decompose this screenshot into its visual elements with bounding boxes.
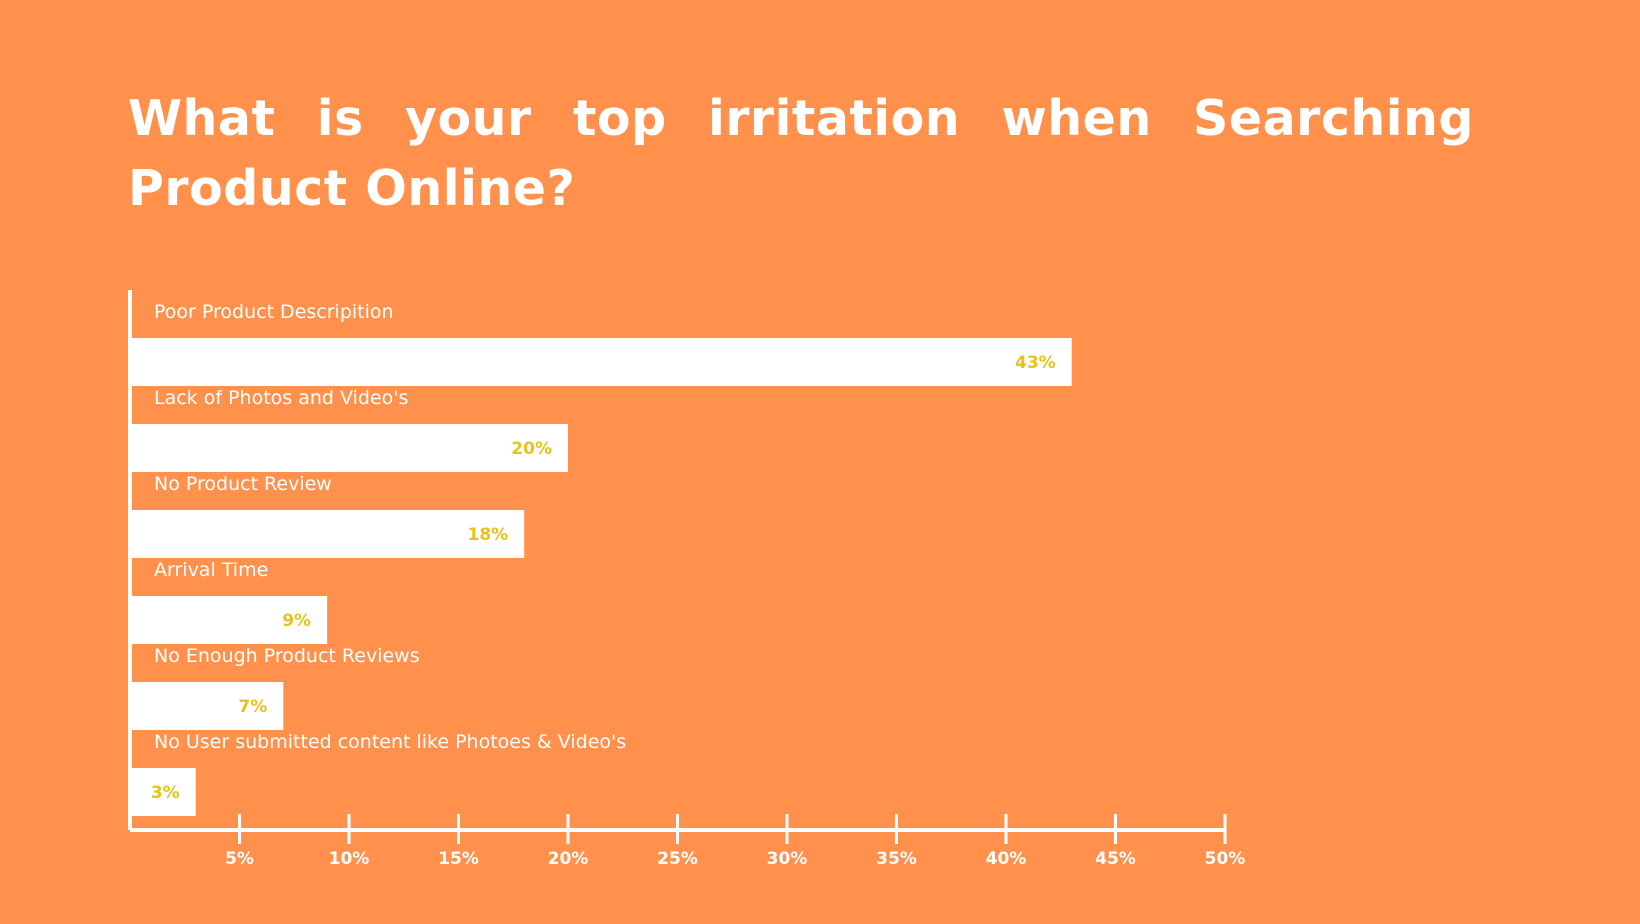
x-tick-label: 25% bbox=[657, 849, 698, 869]
x-tick-label: 35% bbox=[876, 849, 917, 869]
category-label: Lack of Photos and Video's bbox=[154, 387, 408, 409]
bar bbox=[130, 338, 1072, 386]
x-tick-label: 5% bbox=[225, 849, 254, 869]
bars-group: Poor Product Descripition 43% Lack of Phot… bbox=[130, 301, 1072, 816]
bar bbox=[130, 682, 284, 730]
value-label: 18% bbox=[467, 525, 508, 545]
category-label: No Enough Product Reviews bbox=[154, 645, 420, 667]
x-tick-label: 50% bbox=[1205, 849, 1246, 869]
value-label: 7% bbox=[238, 697, 267, 717]
x-tick-label: 20% bbox=[548, 849, 589, 869]
x-tick-label: 45% bbox=[1095, 849, 1136, 869]
bar bbox=[130, 596, 328, 644]
axes-group: 5% 10% 15% 20% 25% 30% 35% 40% 45% 50% bbox=[128, 290, 1246, 869]
value-label: 43% bbox=[1015, 353, 1056, 373]
bar bbox=[130, 510, 525, 558]
value-label: 20% bbox=[511, 439, 552, 459]
category-label: No User submitted content like Photoes &… bbox=[154, 731, 626, 753]
chart-title: What is your top irritation when Searchi… bbox=[128, 90, 1474, 217]
category-label: No Product Review bbox=[154, 473, 332, 495]
value-label: 9% bbox=[282, 611, 311, 631]
x-tick-label: 30% bbox=[767, 849, 808, 869]
x-tick-label: 15% bbox=[438, 849, 479, 869]
category-label: Poor Product Descripition bbox=[154, 301, 394, 323]
bar bbox=[130, 768, 196, 816]
value-label: 3% bbox=[151, 783, 180, 803]
x-tick-label: 10% bbox=[329, 849, 370, 869]
x-tick-label: 40% bbox=[986, 849, 1027, 869]
category-label: Arrival Time bbox=[154, 559, 268, 581]
bar bbox=[130, 424, 568, 472]
